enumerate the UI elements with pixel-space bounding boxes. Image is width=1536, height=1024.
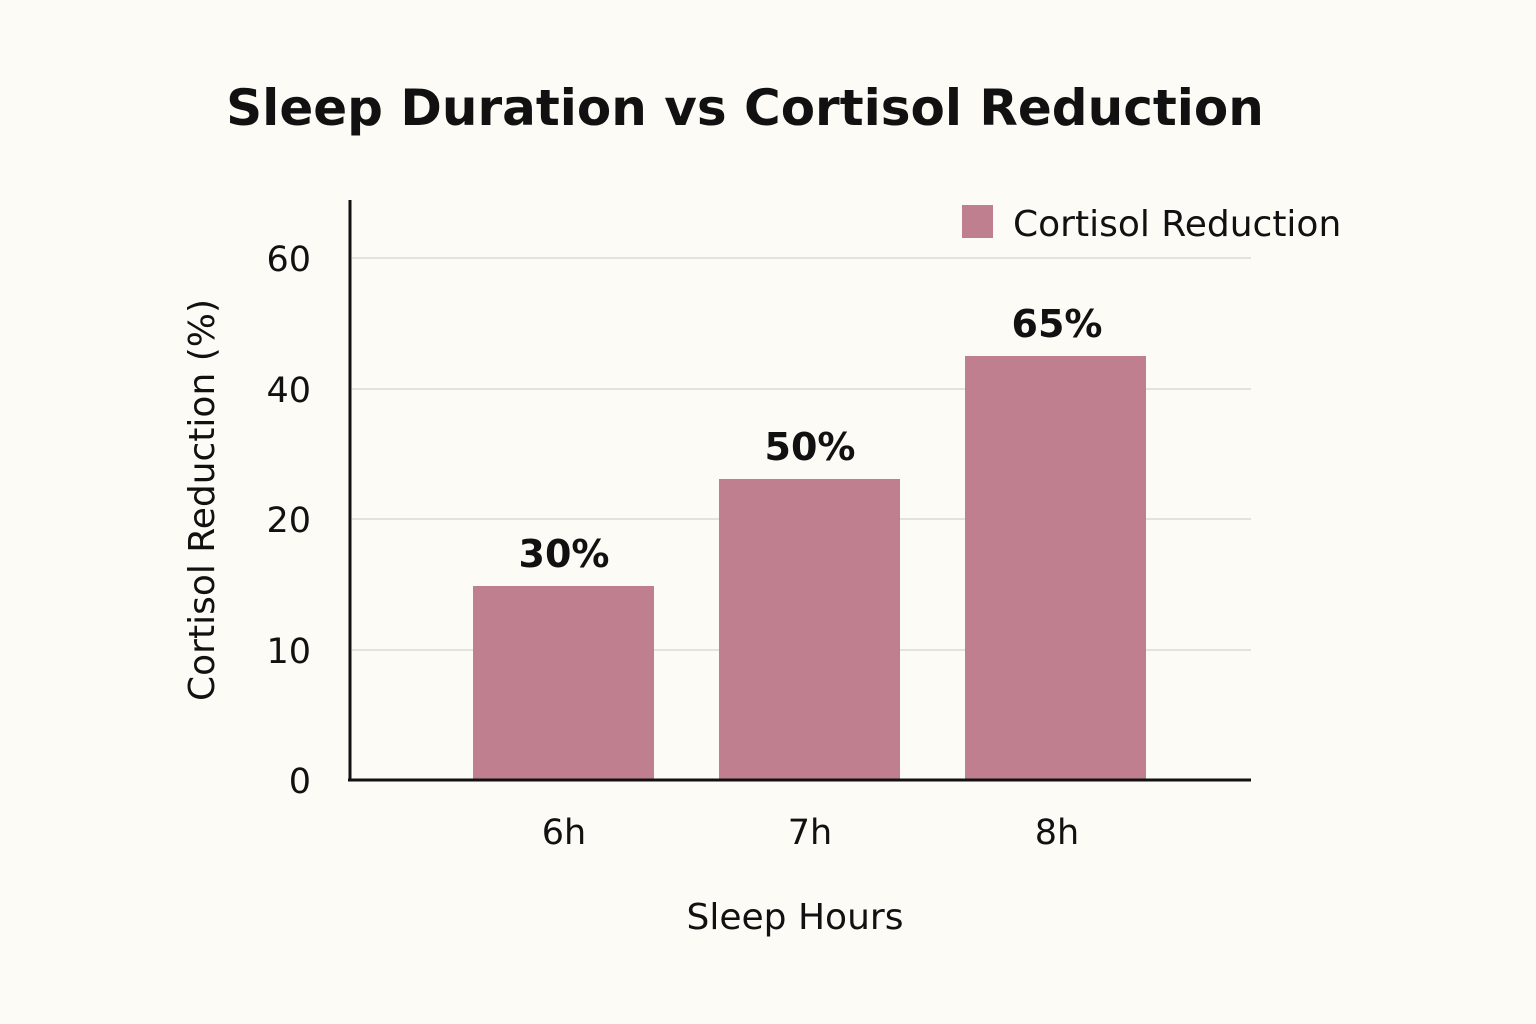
y-axis-ticks: 0 10 20 40 60 [266,240,311,802]
bar-7h [719,479,900,779]
bar-value-label: 65% [1012,302,1103,346]
x-axis-ticks: 6h 7h 8h [542,813,1079,853]
x-tick-label: 6h [542,813,586,853]
legend-label: Cortisol Reduction [1013,204,1341,245]
y-tick-label: 40 [266,371,311,411]
bars [473,356,1146,779]
x-axis-title: Sleep Hours [687,897,904,938]
bar-value-label: 50% [765,425,856,469]
y-tick-label: 0 [289,762,311,802]
bar-value-label: 30% [519,532,610,576]
y-tick-label: 20 [266,501,311,541]
y-tick-label: 60 [266,240,311,280]
bar-6h [473,586,654,779]
y-axis-title: Cortisol Reduction (%) [182,299,223,701]
bar-value-labels: 30% 50% 65% [519,302,1103,576]
x-tick-label: 7h [788,813,832,853]
y-tick-label: 10 [266,632,311,672]
chart-title: Sleep Duration vs Cortisol Reduction [226,79,1264,137]
legend-swatch [962,205,993,238]
x-tick-label: 8h [1035,813,1079,853]
bar-8h [965,356,1146,779]
legend: Cortisol Reduction [962,204,1341,245]
